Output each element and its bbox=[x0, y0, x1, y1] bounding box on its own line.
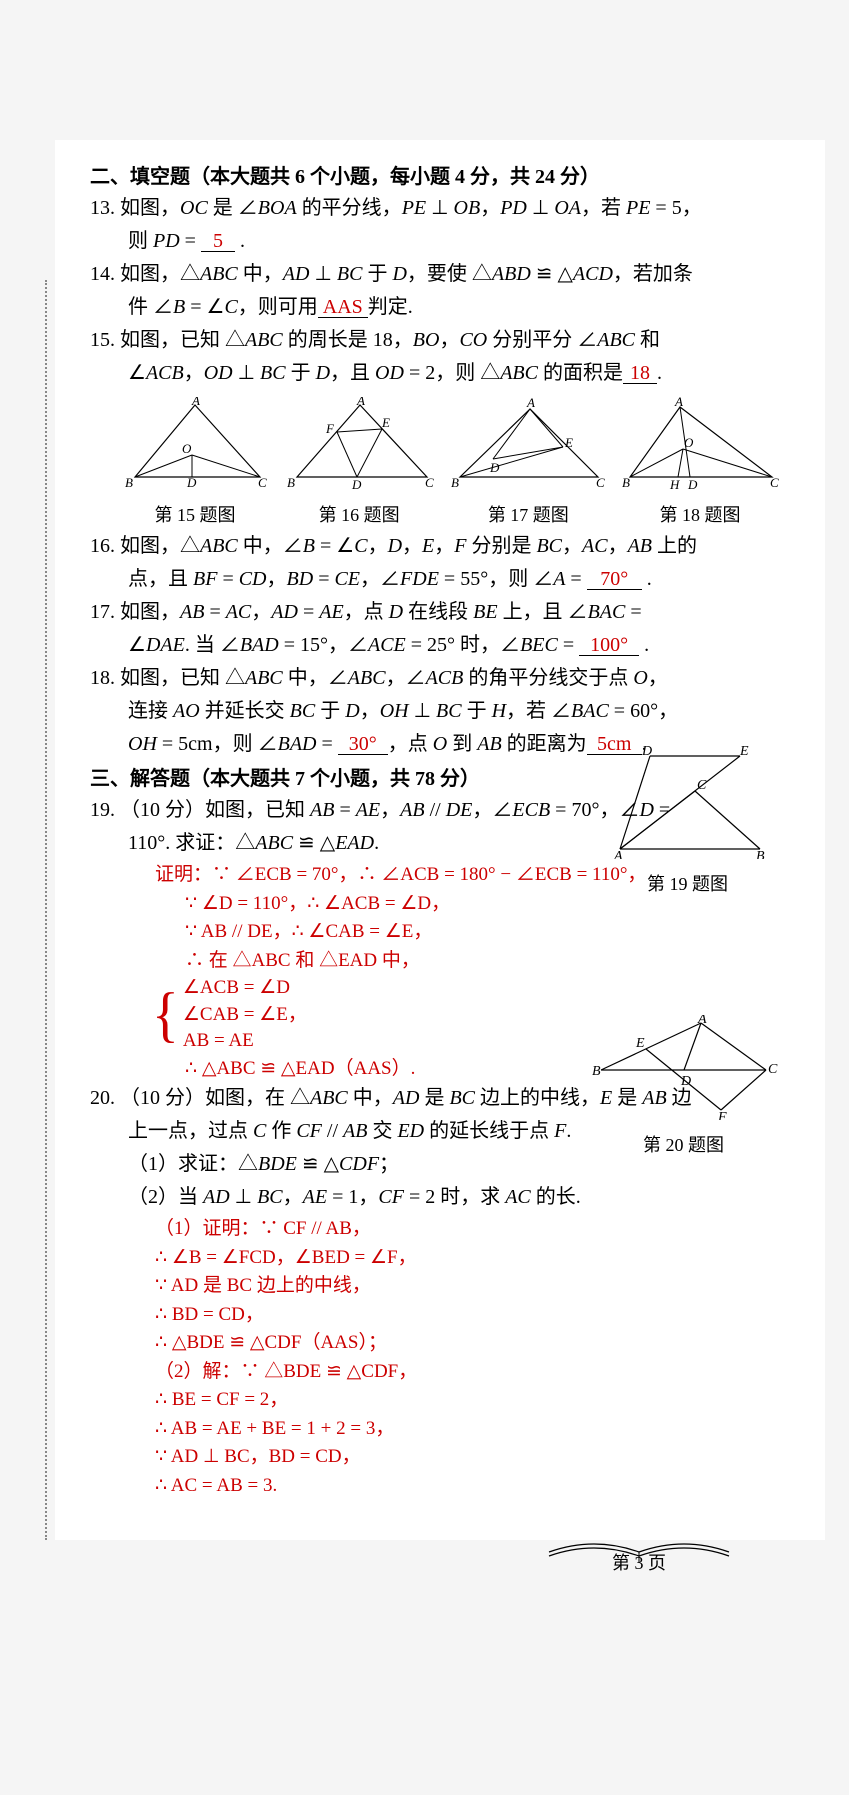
fig-19: A B C D E 第 19 题图 bbox=[600, 744, 775, 896]
svg-text:E: E bbox=[381, 415, 390, 430]
q20-proof-7: ∴ BE = CF = 2， bbox=[90, 1386, 785, 1415]
svg-text:C: C bbox=[697, 778, 707, 793]
fig-16-svg: A B C D E F bbox=[282, 397, 437, 492]
page: 二、填空题（本大题共 6 个小题，每小题 4 分，共 24 分） 13. 如图，… bbox=[55, 140, 825, 1540]
fig-18-caption: 第 18 题图 bbox=[620, 501, 780, 527]
figures-row: A B C D O 第 15 题图 A B C D E F 第 16 题图 bbox=[120, 397, 780, 527]
svg-text:H: H bbox=[669, 477, 680, 492]
q13-text: 13. 如图， bbox=[90, 197, 180, 219]
svg-text:B: B bbox=[125, 475, 133, 490]
svg-text:C: C bbox=[425, 475, 434, 490]
svg-text:B: B bbox=[451, 475, 459, 490]
fig-18-svg: A B C H D O bbox=[620, 397, 780, 492]
problem-14: 14. 如图，△ABC 中，AD ⊥ BC 于 D，要使 △ABD ≌ △ACD… bbox=[90, 259, 785, 290]
q13-answer: 5 bbox=[201, 231, 235, 252]
svg-text:A: A bbox=[191, 397, 200, 408]
q19-brace-1: ∠ACB = ∠D bbox=[183, 975, 307, 1002]
page-footer: 第 3 页 bbox=[539, 1524, 739, 1575]
svg-text:D: D bbox=[489, 460, 500, 475]
brace-icon: { bbox=[152, 987, 179, 1042]
q20-proof-10: ∴ AC = AB = 3. bbox=[90, 1472, 785, 1501]
svg-text:A: A bbox=[697, 1015, 707, 1027]
q19-brace-content: ∠ACB = ∠D ∠CAB = ∠E， AB = AE bbox=[183, 975, 307, 1055]
svg-text:A: A bbox=[356, 397, 365, 408]
svg-text:O: O bbox=[182, 441, 192, 456]
svg-text:A: A bbox=[526, 397, 535, 410]
fig-17-svg: A B C D E bbox=[448, 397, 608, 492]
q19-brace-2: ∠CAB = ∠E， bbox=[183, 1002, 307, 1029]
svg-text:D: D bbox=[351, 477, 362, 492]
q20-proof-1: （1）证明：∵ CF // AB， bbox=[90, 1215, 785, 1244]
svg-text:C: C bbox=[596, 475, 605, 490]
fig-20-svg: A B C D E F bbox=[586, 1015, 781, 1120]
fig-16: A B C D E F 第 16 题图 bbox=[282, 397, 437, 527]
problem-15-cont: ∠ACB，OD ⊥ BC 于 D，且 OD = 2，则 △ABC 的面积是18. bbox=[90, 358, 785, 389]
q20-proof-8: ∴ AB = AE + BE = 1 + 2 = 3， bbox=[90, 1415, 785, 1444]
fig-18: A B C H D O 第 18 题图 bbox=[620, 397, 780, 527]
problem-15: 15. 如图，已知 △ABC 的周长是 18，BO，CO 分别平分 ∠ABC 和 bbox=[90, 325, 785, 356]
svg-text:B: B bbox=[592, 1064, 601, 1079]
problem-14-cont: 件 ∠B = ∠C，则可用AAS判定. bbox=[90, 292, 785, 323]
q20-proof-4: ∴ BD = CD， bbox=[90, 1301, 785, 1330]
fig-20-caption: 第 20 题图 bbox=[586, 1131, 781, 1157]
problem-13: 13. 如图，OC 是 ∠BOA 的平分线，PE ⊥ OB，PD ⊥ OA，若 … bbox=[90, 193, 785, 224]
svg-text:O: O bbox=[684, 435, 694, 450]
q17-answer: 100° bbox=[579, 635, 639, 656]
q20-proof-3: ∵ AD 是 BC 边上的中线， bbox=[90, 1272, 785, 1301]
svg-text:F: F bbox=[325, 421, 335, 436]
problem-17: 17. 如图，AB = AC，AD = AE，点 D 在线段 BE 上，且 ∠B… bbox=[90, 597, 785, 628]
q14-answer: AAS bbox=[318, 297, 368, 318]
problem-18: 18. 如图，已知 △ABC 中，∠ABC，∠ACB 的角平分线交于点 O， bbox=[90, 663, 785, 694]
section-2-title: 二、填空题（本大题共 6 个小题，每小题 4 分，共 24 分） bbox=[90, 160, 785, 189]
problem-17-cont: ∠DAE. 当 ∠BAD = 15°，∠ACE = 25° 时，∠BEC = 1… bbox=[90, 630, 785, 661]
problem-16-cont: 点，且 BF = CD，BD = CE，∠FDE = 55°，则 ∠A = 70… bbox=[90, 564, 785, 595]
svg-text:D: D bbox=[641, 744, 652, 759]
svg-text:E: E bbox=[739, 744, 749, 759]
fig-16-caption: 第 16 题图 bbox=[282, 501, 437, 527]
svg-text:E: E bbox=[564, 435, 573, 450]
fig-15-svg: A B C D O bbox=[120, 397, 270, 492]
page-dotted-border bbox=[45, 280, 47, 1540]
svg-text:C: C bbox=[768, 1062, 778, 1077]
fig-17: A B C D E 第 17 题图 bbox=[448, 397, 608, 527]
svg-text:B: B bbox=[756, 849, 765, 859]
svg-text:B: B bbox=[287, 475, 295, 490]
svg-text:D: D bbox=[680, 1074, 691, 1089]
q15-answer: 18 bbox=[623, 363, 657, 384]
svg-text:B: B bbox=[622, 475, 630, 490]
fig-19-svg: A B C D E bbox=[600, 744, 775, 859]
fig-20: A B C D E F 第 20 题图 bbox=[586, 1015, 781, 1157]
page-number: 第 3 页 bbox=[539, 1549, 739, 1575]
fig-15: A B C D O 第 15 题图 bbox=[120, 397, 270, 527]
q20-proof-2: ∴ ∠B = ∠FCD，∠BED = ∠F， bbox=[90, 1244, 785, 1273]
fig-15-caption: 第 15 题图 bbox=[120, 501, 270, 527]
fig-19-caption: 第 19 题图 bbox=[600, 870, 775, 896]
svg-text:D: D bbox=[687, 477, 698, 492]
q18-answer-1: 30° bbox=[338, 734, 388, 755]
q16-answer: 70° bbox=[587, 569, 642, 590]
svg-text:D: D bbox=[186, 475, 197, 490]
svg-text:C: C bbox=[770, 475, 779, 490]
problem-16: 16. 如图，△ABC 中，∠B = ∠C，D，E，F 分别是 BC，AC，AB… bbox=[90, 531, 785, 562]
q19-proof-3: ∵ AB // DE，∴ ∠CAB = ∠E， bbox=[90, 918, 785, 947]
q20-proof-5: ∴ △BDE ≌ △CDF（AAS）； bbox=[90, 1329, 785, 1358]
q20-proof-6: （2）解：∵ △BDE ≌ △CDF， bbox=[90, 1358, 785, 1387]
problem-13-cont: 则 PD = 5 . bbox=[90, 226, 785, 257]
svg-text:E: E bbox=[635, 1036, 645, 1051]
svg-text:A: A bbox=[674, 397, 683, 409]
problem-18-cont1: 连接 AO 并延长交 BC 于 D，OH ⊥ BC 于 H，若 ∠BAC = 6… bbox=[90, 696, 785, 727]
svg-text:C: C bbox=[258, 475, 267, 490]
q20-proof-9: ∵ AD ⊥ BC，BD = CD， bbox=[90, 1443, 785, 1472]
fig-17-caption: 第 17 题图 bbox=[448, 501, 608, 527]
svg-text:A: A bbox=[613, 849, 623, 859]
q19-proof-4: ∴ 在 △ABC 和 △EAD 中， bbox=[90, 947, 785, 976]
svg-text:F: F bbox=[717, 1110, 727, 1120]
q19-brace-3: AB = AE bbox=[183, 1028, 307, 1055]
problem-20-sub2: （2）当 AD ⊥ BC，AE = 1，CF = 2 时，求 AC 的长. bbox=[90, 1182, 785, 1213]
